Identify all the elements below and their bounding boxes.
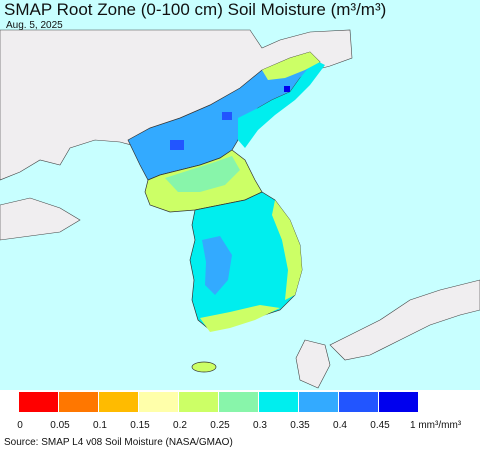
region-nk-wet-patch	[170, 140, 184, 150]
legend-tick: 0.3	[253, 420, 267, 431]
legend-swatch	[98, 392, 138, 412]
legend-swatch	[18, 392, 58, 412]
legend-unit: 1 mm³/mm³	[410, 420, 462, 431]
legend-swatch	[218, 392, 258, 412]
legend-tick: 0.45	[370, 420, 390, 431]
legend-tick: 0.2	[173, 420, 187, 431]
legend-tick: 0.15	[130, 420, 150, 431]
land-japan	[329, 279, 480, 361]
land-kyushu	[295, 339, 331, 389]
land-shandong	[0, 197, 81, 241]
legend-tick: 0.4	[333, 420, 347, 431]
legend-swatch	[378, 392, 418, 412]
legend-tick: 0.25	[210, 420, 230, 431]
region-sk-south-dry	[200, 305, 280, 332]
region-nk-northeast	[262, 52, 320, 80]
region-central-moist	[165, 156, 240, 192]
legend-swatch	[58, 392, 98, 412]
legend-tick: 0.1	[93, 420, 107, 431]
map-date: Aug. 5, 2025	[6, 20, 63, 31]
legend-tick: 0.35	[290, 420, 310, 431]
region-nk-wet-patch-2	[222, 112, 232, 120]
legend-swatch	[258, 392, 298, 412]
legend-swatch	[138, 392, 178, 412]
island-jeju	[191, 361, 217, 373]
region-nk-wet-patch-3	[284, 86, 290, 92]
legend-tick: 0.05	[50, 420, 70, 431]
legend-swatch	[298, 392, 338, 412]
region-sk-wet	[202, 236, 232, 295]
legend-swatch	[338, 392, 378, 412]
soil-moisture-map	[0, 0, 480, 390]
legend-tick: 0	[17, 420, 23, 431]
map-title: SMAP Root Zone (0-100 cm) Soil Moisture …	[4, 0, 387, 19]
region-nk-east-coast	[238, 60, 325, 148]
legend-swatch	[178, 392, 218, 412]
region-sk-east-dry	[272, 200, 302, 300]
source-credit: Source: SMAP L4 v08 Soil Moisture (NASA/…	[4, 437, 233, 448]
